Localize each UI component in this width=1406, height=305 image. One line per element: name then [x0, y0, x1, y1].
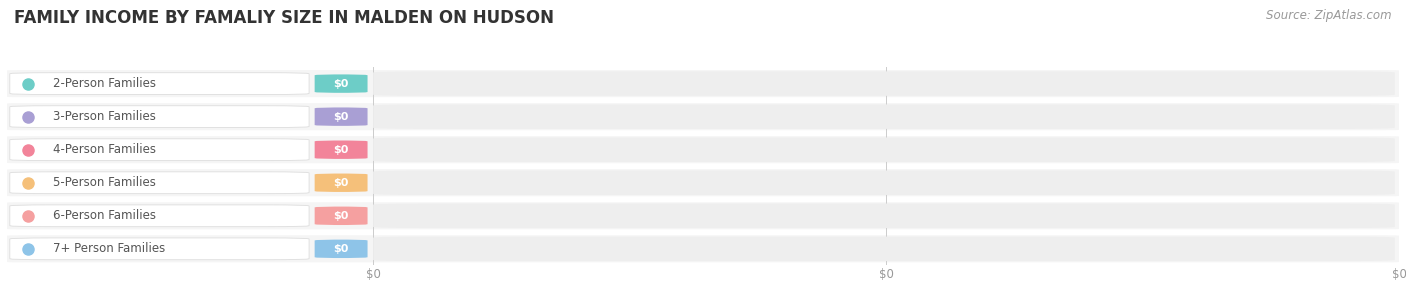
FancyBboxPatch shape — [315, 174, 367, 192]
Text: 3-Person Families: 3-Person Families — [53, 110, 156, 123]
Text: $0: $0 — [333, 79, 349, 89]
FancyBboxPatch shape — [10, 172, 309, 194]
FancyBboxPatch shape — [373, 170, 1395, 195]
FancyBboxPatch shape — [373, 71, 1395, 96]
FancyBboxPatch shape — [10, 73, 309, 95]
FancyBboxPatch shape — [7, 70, 1399, 97]
Text: FAMILY INCOME BY FAMALIY SIZE IN MALDEN ON HUDSON: FAMILY INCOME BY FAMALIY SIZE IN MALDEN … — [14, 9, 554, 27]
FancyBboxPatch shape — [10, 238, 309, 260]
Text: $0: $0 — [333, 178, 349, 188]
FancyBboxPatch shape — [7, 169, 1399, 196]
Text: 6-Person Families: 6-Person Families — [53, 209, 156, 222]
FancyBboxPatch shape — [10, 139, 309, 161]
FancyBboxPatch shape — [373, 104, 1395, 129]
FancyBboxPatch shape — [7, 103, 1399, 130]
Text: 4-Person Families: 4-Person Families — [53, 143, 156, 156]
FancyBboxPatch shape — [373, 237, 1395, 261]
FancyBboxPatch shape — [7, 202, 1399, 229]
FancyBboxPatch shape — [315, 107, 367, 126]
FancyBboxPatch shape — [373, 203, 1395, 228]
Text: $0: $0 — [333, 112, 349, 122]
FancyBboxPatch shape — [7, 235, 1399, 262]
Text: 2-Person Families: 2-Person Families — [53, 77, 156, 90]
FancyBboxPatch shape — [315, 240, 367, 258]
FancyBboxPatch shape — [373, 138, 1395, 162]
Text: Source: ZipAtlas.com: Source: ZipAtlas.com — [1267, 9, 1392, 22]
Text: 7+ Person Families: 7+ Person Families — [53, 242, 166, 255]
FancyBboxPatch shape — [10, 106, 309, 127]
FancyBboxPatch shape — [315, 140, 367, 159]
Text: $0: $0 — [333, 244, 349, 254]
FancyBboxPatch shape — [315, 206, 367, 225]
Text: $0: $0 — [333, 145, 349, 155]
FancyBboxPatch shape — [7, 136, 1399, 163]
Text: 5-Person Families: 5-Person Families — [53, 176, 156, 189]
FancyBboxPatch shape — [315, 74, 367, 93]
FancyBboxPatch shape — [10, 205, 309, 227]
Text: $0: $0 — [333, 211, 349, 221]
